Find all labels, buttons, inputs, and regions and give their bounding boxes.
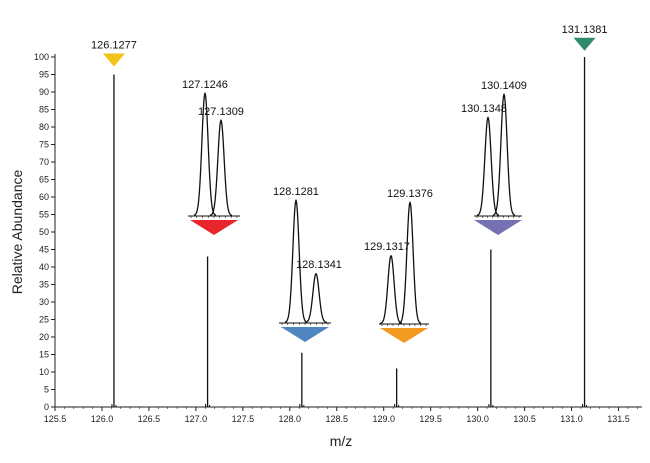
inset-peak-label: 130.1409 xyxy=(481,80,527,92)
y-tick-label: 15 xyxy=(39,350,49,360)
inset-peak-curve xyxy=(284,198,308,323)
y-tick-label: 40 xyxy=(39,262,49,272)
inset-peak-label: 127.1246 xyxy=(182,79,228,91)
x-axis-title: m/z xyxy=(330,433,353,449)
x-tick-label: 126.5 xyxy=(138,414,161,424)
x-tick-label: 131.0 xyxy=(560,414,583,424)
reporter-insets: 127.1246 127.1309 128.1281 128.1341 129.1317… xyxy=(182,79,527,343)
y-tick-label: 65 xyxy=(39,175,49,185)
y-tick-label: 10 xyxy=(39,367,49,377)
inset-peak-label: 128.1281 xyxy=(273,186,319,198)
reporter-markers: 126.1277 131.1381 xyxy=(91,24,607,67)
x-tick-label: 126.0 xyxy=(91,414,114,424)
inset-panel: 128.1281 128.1341 xyxy=(273,186,342,342)
x-tick-label: 131.5 xyxy=(607,414,630,424)
y-tick-label: 5 xyxy=(44,385,49,395)
y-tick-label: 20 xyxy=(39,332,49,342)
y-tick-label: 55 xyxy=(39,210,49,220)
tick-marks: 0 5 10 15 20 25 30 35 40 45 50 55 60 65 70 75 80 85 90 95 10… xyxy=(34,52,638,424)
peaks xyxy=(111,57,588,407)
x-tick-label: 127.0 xyxy=(185,414,208,424)
x-tick-label: 130.5 xyxy=(513,414,536,424)
inset-peak-curve xyxy=(492,92,516,216)
inset-peak-curve xyxy=(209,119,233,216)
inset-peak-curve xyxy=(304,272,328,324)
inset-panel: 127.1246 127.1309 xyxy=(182,79,244,235)
y-tick-label: 100 xyxy=(34,52,49,62)
reporter-triangle xyxy=(573,37,596,51)
x-tick-label: 128.5 xyxy=(325,414,348,424)
y-tick-label: 60 xyxy=(39,192,49,202)
inset-reporter-triangle xyxy=(380,328,428,343)
inset-panel: 129.1317 129.1376 xyxy=(364,188,433,343)
inset-peak-label: 127.1309 xyxy=(198,106,244,118)
inset-panel: 130.1348 130.1409 xyxy=(461,80,527,235)
x-tick-label: 129.5 xyxy=(419,414,442,424)
x-tick-label: 128.0 xyxy=(279,414,302,424)
y-tick-label: 25 xyxy=(39,315,49,325)
axes xyxy=(54,54,642,408)
y-tick-label: 30 xyxy=(39,297,49,307)
reporter-peak-label: 131.1381 xyxy=(562,24,608,36)
inset-reporter-triangle xyxy=(281,327,329,342)
inset-peak-curve xyxy=(398,200,422,324)
x-tick-label: 129.0 xyxy=(372,414,395,424)
y-tick-label: 90 xyxy=(39,87,49,97)
reporter-triangle xyxy=(102,53,125,67)
y-tick-label: 80 xyxy=(39,122,49,132)
y-tick-label: 70 xyxy=(39,157,49,167)
y-tick-label: 45 xyxy=(39,245,49,255)
y-axis-title: Relative Abundance xyxy=(9,170,25,295)
x-tick-label: 127.5 xyxy=(232,414,255,424)
y-tick-label: 35 xyxy=(39,280,49,290)
inset-reporter-triangle xyxy=(474,220,522,235)
y-tick-label: 85 xyxy=(39,105,49,115)
inset-reporter-triangle xyxy=(190,220,238,235)
y-tick-label: 95 xyxy=(39,70,49,80)
y-tick-label: 75 xyxy=(39,140,49,150)
inset-peak-label: 128.1341 xyxy=(296,259,342,271)
x-tick-label: 130.0 xyxy=(466,414,489,424)
inset-peak-label: 129.1317 xyxy=(364,241,410,253)
inset-peak-curve xyxy=(476,116,500,216)
y-tick-label: 50 xyxy=(39,227,49,237)
inset-peak-curve xyxy=(193,91,217,216)
y-tick-label: 0 xyxy=(44,402,49,412)
reporter-peak-label: 126.1277 xyxy=(91,40,137,52)
inset-peak-curve xyxy=(379,254,403,325)
x-tick-label: 125.5 xyxy=(44,414,67,424)
inset-peak-label: 130.1348 xyxy=(461,103,507,115)
inset-peak-label: 129.1376 xyxy=(387,188,433,200)
